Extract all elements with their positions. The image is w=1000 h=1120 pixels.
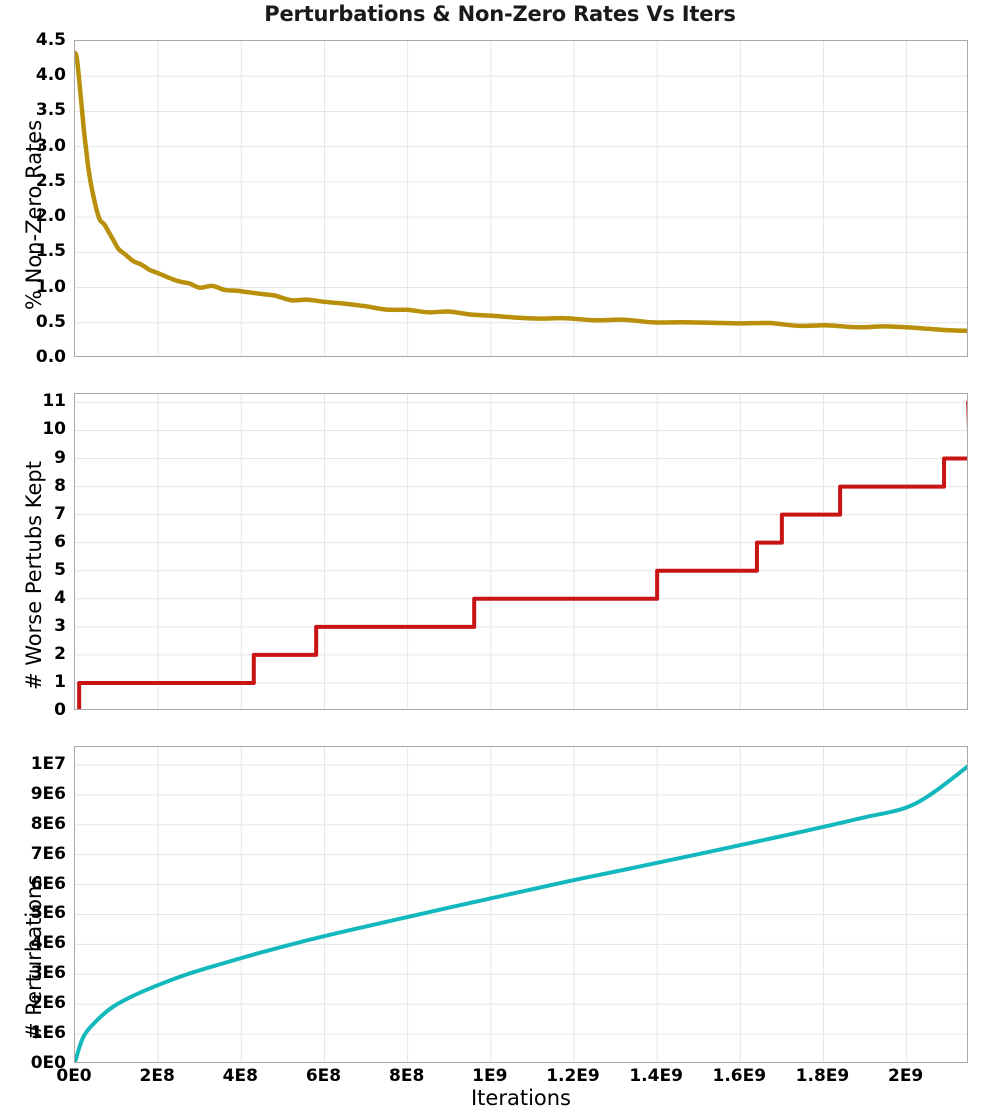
x-tick-label: 1.8E9 — [795, 1066, 850, 1086]
x-tick-label: 1.2E9 — [546, 1066, 600, 1086]
y-tick-label: 8E6 — [30, 813, 66, 834]
x-tick-label: 2E9 — [887, 1066, 924, 1086]
x-tick-label: 8E8 — [389, 1066, 425, 1086]
y-tick-label: 3 — [54, 615, 66, 636]
y-tick-label: 0E0 — [30, 1053, 66, 1073]
y-tick-label: 10 — [42, 419, 66, 440]
y-tick-label: 11 — [42, 391, 66, 412]
y-tick-label: 1E6 — [30, 1023, 66, 1044]
y-tick-label: 7 — [54, 503, 66, 524]
plot-canvas-nonzero-rates — [75, 41, 967, 356]
y-tick-label: 0.5 — [35, 311, 66, 332]
panel-worse-perturbs-kept — [74, 393, 968, 710]
y-tick-label: 4 — [54, 587, 66, 608]
y-tick-label: 1.5 — [35, 241, 66, 262]
y-tick-label: 4E6 — [30, 933, 66, 954]
y-tick-label: 1E7 — [30, 753, 66, 774]
y-tick-label: 9 — [54, 447, 66, 468]
panel-perturbations — [74, 746, 968, 1063]
plot-canvas-worse-perturbs-kept — [75, 394, 967, 709]
y-tick-label: 2E6 — [30, 993, 66, 1014]
y-tick-label: 2.0 — [35, 206, 66, 227]
y-tick-label: 6E6 — [30, 873, 66, 894]
y-tick-label: 5 — [54, 559, 66, 580]
y-tick-label: 0.0 — [35, 347, 66, 367]
y-tick-label: 0 — [54, 700, 66, 720]
x-tick-label: 1.6E9 — [712, 1066, 767, 1086]
y-tick-label: 2 — [54, 643, 66, 664]
x-tick-label: 4E8 — [222, 1066, 258, 1086]
y-tick-label: 4.5 — [35, 30, 66, 50]
y-tick-label: 8 — [54, 475, 66, 496]
panel-nonzero-rates — [74, 40, 968, 357]
y-tick-label: 5E6 — [30, 903, 66, 924]
plot-area-worse-perturbs-kept — [74, 393, 968, 710]
x-axis-label: Iterations — [470, 1086, 572, 1110]
x-tick-label: 2E8 — [139, 1066, 175, 1086]
plot-area-nonzero-rates — [74, 40, 968, 357]
y-tick-label: 1.0 — [35, 276, 66, 297]
y-tick-label: 3E6 — [30, 963, 66, 984]
y-axis-label-perturbations: # Perturbations — [22, 874, 46, 1040]
y-tick-label: 6 — [54, 531, 66, 552]
plot-canvas-perturbations — [75, 747, 967, 1062]
y-tick-label: 1 — [54, 671, 66, 692]
y-tick-label: 7E6 — [30, 843, 66, 864]
y-tick-label: 4.0 — [35, 65, 66, 86]
x-tick-label: 1E9 — [472, 1066, 508, 1086]
page-title: Perturbations & Non-Zero Rates Vs Iters — [264, 2, 736, 26]
x-tick-label: 6E8 — [305, 1066, 342, 1086]
y-tick-label: 3.0 — [35, 135, 66, 156]
x-tick-label: 0E0 — [56, 1066, 92, 1086]
x-tick-label: 1.4E9 — [629, 1066, 683, 1086]
y-tick-label: 9E6 — [30, 783, 66, 804]
y-tick-label: 3.5 — [35, 100, 66, 121]
y-tick-label: 2.5 — [35, 170, 66, 191]
plot-area-perturbations — [74, 746, 968, 1063]
